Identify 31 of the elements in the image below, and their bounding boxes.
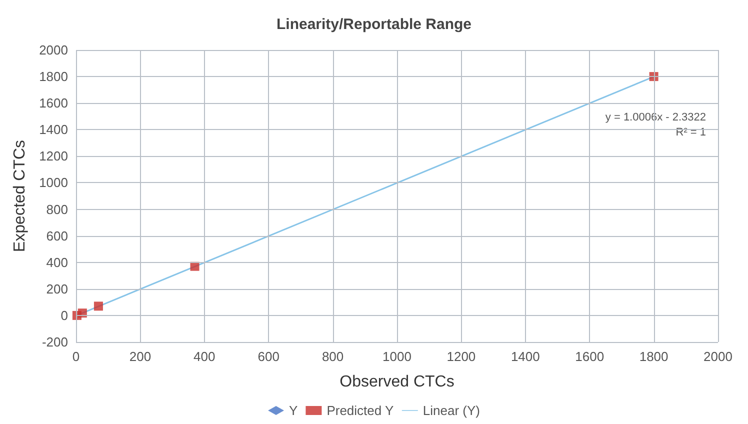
y-tick-label: 1200 (39, 148, 68, 164)
x-tick-label: 600 (258, 349, 280, 364)
legend-label: Linear (Y) (422, 403, 480, 418)
x-tick-label: 0 (72, 349, 80, 364)
y-tick-label: 600 (46, 228, 68, 244)
x-tick-label: 1000 (382, 349, 412, 364)
y-tick-label: 200 (46, 281, 68, 296)
y-tick-label: 800 (46, 202, 68, 217)
y-tick-label: 2000 (39, 42, 68, 58)
x-tick-label: 1800 (639, 349, 668, 364)
y-tick-label: 1400 (39, 122, 68, 138)
x-tick-label: 1400 (510, 349, 540, 364)
x-axis-title: Observed CTCs (340, 374, 454, 390)
point (94, 302, 103, 311)
y-tick-label: 1000 (39, 175, 68, 190)
y-tick-label: 1600 (39, 96, 68, 111)
chart-title: Linearity/Reportable Range (276, 16, 472, 33)
legend-label: Predicted Y (326, 403, 394, 418)
y-tick-label: 0 (60, 308, 68, 323)
x-tick-label: 1200 (446, 349, 476, 364)
y-axis-title: Expected CTCs (12, 140, 28, 252)
legend-label: Y (289, 403, 298, 418)
x-tick-label: 400 (194, 349, 216, 364)
x-tick-label: 1600 (575, 349, 604, 364)
x-tick-label: 200 (129, 349, 152, 364)
x-tick-label: 800 (322, 349, 344, 364)
y-tick-label: -200 (42, 334, 68, 350)
y-tick-label: 400 (46, 254, 68, 270)
annotation: y = 1.0006x - 2.3322 (605, 112, 706, 124)
y-tick-label: 1800 (39, 69, 68, 84)
x-tick-label: 2000 (704, 349, 732, 364)
